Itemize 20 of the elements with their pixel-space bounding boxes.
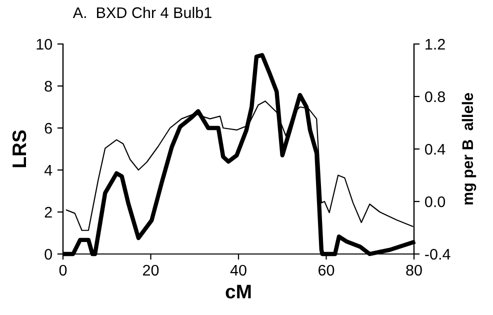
- y-tick-label: 0: [44, 248, 52, 260]
- x-tick-label: 60: [318, 264, 334, 276]
- x-tick-label: 80: [406, 264, 422, 276]
- y-tick-label: 10: [36, 38, 52, 50]
- x-axis-title: cM: [226, 284, 251, 298]
- y-tick-label: 8: [44, 80, 52, 92]
- y2-axis-title: mg per B allele: [462, 93, 476, 204]
- y2-tick-label: 1.2: [426, 38, 445, 50]
- y2-tick-label: 0.0: [425, 196, 446, 208]
- y2-tick-label: 0.4: [425, 144, 446, 155]
- y2-tick-label: -0.4: [425, 248, 450, 260]
- x-tick-label: 20: [143, 264, 159, 276]
- y-tick-label: 4: [44, 165, 52, 176]
- y2-tick-label: 0.8: [425, 91, 445, 102]
- x-tick-label: 0: [59, 264, 67, 276]
- y-tick-label: 2: [44, 206, 52, 218]
- y-axis-title: LRS: [12, 130, 26, 168]
- y-tick-label: 6: [44, 122, 52, 134]
- x-tick-label: 40: [230, 264, 246, 276]
- chart-title: A. BXD Chr 4 Bulb1: [72, 6, 212, 18]
